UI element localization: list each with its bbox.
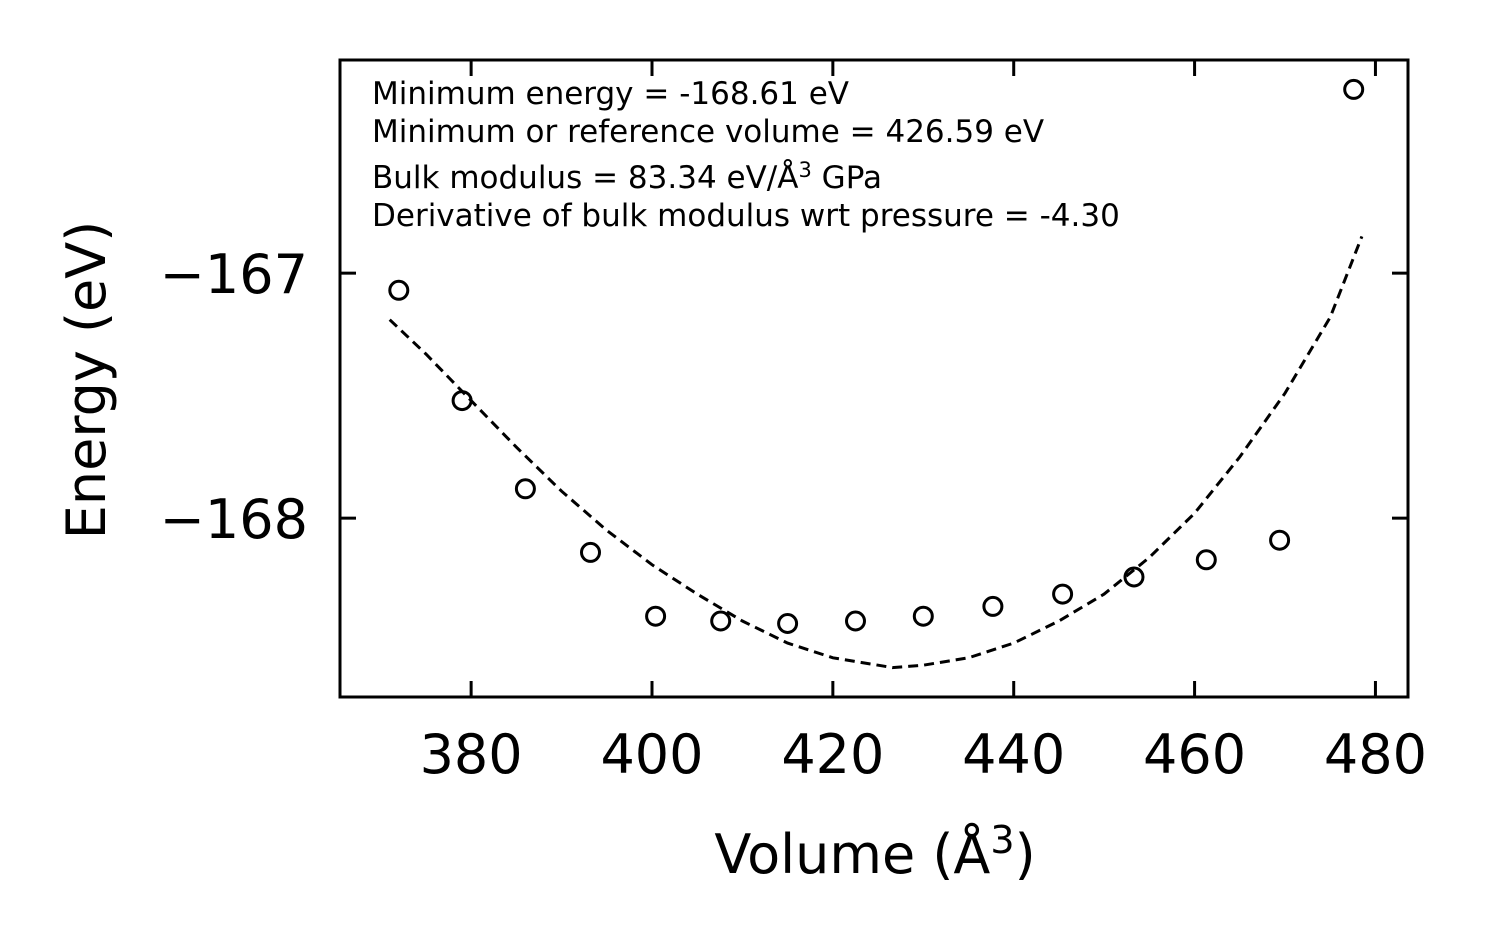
fit-curve: [388, 235, 1364, 670]
data-point: [451, 390, 473, 412]
data-point: [1343, 78, 1365, 100]
annotation-bulk-modulus-main: Bulk modulus = 83.34 eV/Å: [372, 160, 798, 196]
data-point: [912, 605, 934, 627]
x-axis-label-main: Volume (Å: [714, 822, 990, 886]
annotation-min-energy: Minimum energy = -168.61 eV: [372, 76, 849, 112]
data-point: [710, 610, 732, 632]
annotation-bulk-modulus-sup: 3: [798, 158, 811, 182]
x-tick-label: 440: [962, 723, 1065, 786]
data-point: [777, 613, 799, 634]
data-point: [580, 541, 601, 563]
annotation-min-volume: Minimum or reference volume = 426.59 eV: [372, 114, 1044, 150]
data-point: [514, 478, 536, 500]
x-tick-label: 480: [1324, 723, 1427, 786]
y-tick-label: −168: [160, 488, 308, 551]
data-point: [388, 279, 410, 301]
data-point: [1052, 583, 1074, 605]
x-tick-label: 400: [600, 723, 703, 786]
annotation-bulk-modulus: Bulk modulus = 83.34 eV/Å3 GPa: [372, 158, 882, 196]
x-axis-label-end: ): [1015, 823, 1036, 886]
data-point: [845, 610, 866, 632]
points-layer: [388, 78, 1365, 634]
data-point: [1195, 549, 1217, 571]
plot-frame: [338, 58, 1410, 699]
data-point: [982, 595, 1004, 617]
y-tick-label: −167: [160, 243, 308, 306]
x-axis-label-sup: 3: [990, 818, 1014, 862]
fit-layer: [388, 235, 1364, 670]
data-point: [1269, 529, 1291, 551]
data-point: [1123, 566, 1145, 588]
x-tick-label: 460: [1143, 723, 1246, 786]
ticks-layer: 380 400 420 440 460 480 −167 −168: [160, 60, 1427, 786]
x-axis-label: Volume (Å3): [714, 818, 1035, 886]
x-tick-label: 420: [781, 723, 884, 786]
annotation-bulk-modulus-unit: GPa: [812, 160, 882, 196]
data-point: [645, 605, 667, 627]
x-tick-label: 380: [420, 723, 523, 786]
y-axis-label: Energy (eV): [55, 221, 118, 540]
annotation-bulk-derivative: Derivative of bulk modulus wrt pressure …: [372, 198, 1120, 234]
